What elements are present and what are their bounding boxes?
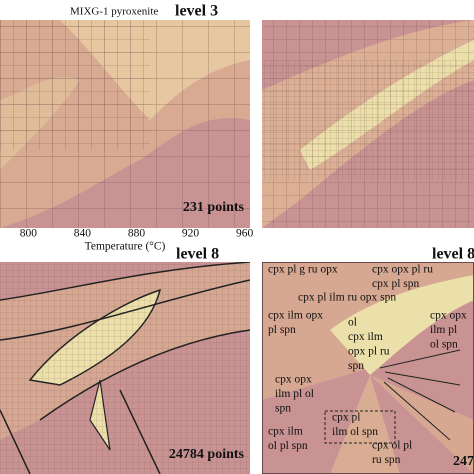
x-tick-label: 880 <box>128 228 146 240</box>
point-count: 231 points <box>183 200 245 215</box>
field-label: cpx ilm <box>348 331 383 343</box>
x-axis-label: Temperature (°C) <box>85 241 166 253</box>
panel-title: level 8 <box>176 246 219 263</box>
field-label: cpx ilm opx <box>268 310 323 322</box>
field-label: ilm pl <box>430 324 457 336</box>
panel-level-8 <box>0 262 250 474</box>
panel-title: level 3 <box>175 3 218 20</box>
field-label: cpx opx pl ru <box>372 264 433 276</box>
x-tick-label: 840 <box>74 228 92 240</box>
point-count: 247 <box>453 454 474 469</box>
field-label: ru spn <box>372 454 401 466</box>
field-label: spn <box>275 403 291 415</box>
field-label: cpx pl <box>332 412 360 424</box>
field-labels: cpx pl g ru opx cpx opx pl ru cpx pl spn cp… <box>268 264 467 467</box>
panel-level-3 <box>0 20 250 228</box>
field-label: ol spn <box>430 339 458 351</box>
field-label: cpx opx <box>430 310 467 322</box>
x-tick-label: 920 <box>182 228 200 240</box>
field-label: ilm ol spn <box>332 426 378 438</box>
x-axis: 800 840 880 920 960 <box>20 228 254 240</box>
panel-level-8-fields <box>262 262 474 474</box>
field-label: opx pl ru <box>348 346 390 358</box>
field-label: cpx pl ilm ru opx spn <box>298 292 396 304</box>
panel-level-5 <box>262 20 474 228</box>
field-label: ilm pl ol <box>275 388 314 400</box>
field-label: cpx opx <box>275 374 312 386</box>
panel-title: level 8 <box>432 246 474 263</box>
field-label: spn <box>348 360 364 372</box>
field-label: ol pl spn <box>268 440 308 452</box>
field-label: cpx ol pl <box>372 440 412 452</box>
x-tick-label: 800 <box>20 228 38 240</box>
field-label: cpx pl spn <box>372 278 420 290</box>
field-label: cpx ilm <box>268 426 303 438</box>
field-label: cpx pl g ru opx <box>268 264 338 276</box>
panel-caption: MIXG-1 pyroxenite <box>70 6 158 18</box>
point-count: 24784 points <box>169 447 245 462</box>
field-label: ol <box>348 317 357 329</box>
x-tick-label: 960 <box>236 228 254 240</box>
field-label: pl spn <box>268 324 296 336</box>
arrows <box>324 349 461 444</box>
